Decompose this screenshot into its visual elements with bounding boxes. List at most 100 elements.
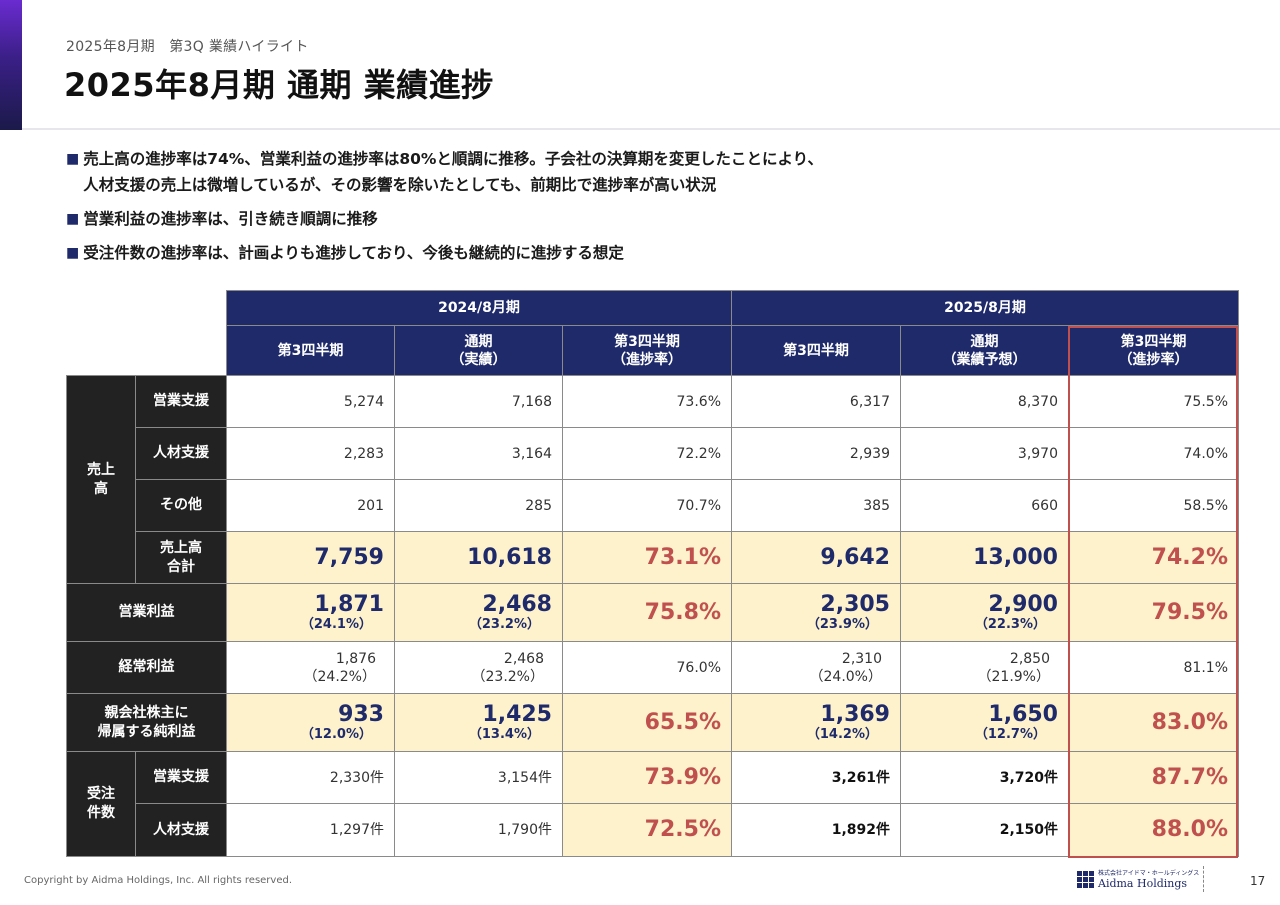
page-subtitle: 2025年8月期 第3Q 業績ハイライト — [66, 39, 309, 55]
table-row-sales-ops: 売上 高 営業支援 5,274 7,168 73.6% 6,317 8,370 … — [66, 375, 1239, 584]
cell-margin: （12.7%） — [974, 726, 1046, 742]
table-cell: 2,850 （21.9%） — [900, 641, 1069, 694]
cell-margin: （24.0%） — [809, 668, 882, 685]
table-cell: 3,720件 — [900, 751, 1069, 804]
table-cell: 74.0% — [1068, 427, 1239, 480]
table-cell: 79.5% — [1068, 583, 1239, 642]
cell-margin: （24.1%） — [300, 616, 372, 632]
col-header: 通期 （実績） — [394, 325, 563, 376]
cell-margin: （13.4%） — [468, 726, 540, 742]
footer-divider — [1203, 866, 1204, 892]
row-label: 人材支援 — [135, 803, 227, 857]
cell-margin: （23.2%） — [468, 616, 540, 632]
table-cell: 1,425 （13.4%） — [394, 693, 563, 752]
table-cell: 73.1% — [562, 531, 732, 584]
table-cell: 385 — [731, 479, 901, 532]
bullet-item: ■ 受注件数の進捗率は、計画よりも進捗しており、今後も継続的に進捗する想定 — [66, 240, 823, 266]
table-cell: 2,900 （22.3%） — [900, 583, 1069, 642]
bullet-square-icon: ■ — [66, 245, 80, 261]
cell-value: 1,871 — [314, 591, 384, 617]
row-label: 営業支援 — [135, 751, 227, 804]
table-cell: 7,168 — [394, 375, 563, 428]
table-cell: 1,297件 — [226, 803, 395, 857]
table-cell: 2,305 （23.9%） — [731, 583, 901, 642]
cell-margin: （12.0%） — [300, 726, 372, 742]
table-cell: 74.2% — [1068, 531, 1239, 584]
table-cell: 81.1% — [1068, 641, 1239, 694]
column-header-row: 第3四半期 通期 （実績） 第3四半期 （進捗率） 第3四半期 通期 （業績予想… — [66, 325, 1239, 376]
table-cell: 72.5% — [562, 803, 732, 857]
table-row-sales-other: その他 201 285 70.7% 385 660 58.5% — [67, 479, 1239, 532]
table-cell: 70.7% — [562, 479, 732, 532]
row-label: 営業支援 — [135, 375, 227, 428]
table-cell: 8,370 — [900, 375, 1069, 428]
table-row-sales-total: 売上高 合計 7,759 10,618 73.1% 9,642 13,000 7… — [67, 531, 1239, 584]
cell-margin: （23.9%） — [806, 616, 878, 632]
table-cell: 2,468 （23.2%） — [394, 583, 563, 642]
cell-margin: （21.9%） — [977, 668, 1050, 685]
cell-value: 1,876 — [335, 650, 376, 667]
table-cell: 1,369 （14.2%） — [731, 693, 901, 752]
table-cell: 73.9% — [562, 751, 732, 804]
logo-name: Aidma Holdings — [1098, 877, 1188, 890]
row-label: 営業利益 — [66, 583, 227, 642]
table-cell: 201 — [226, 479, 395, 532]
cell-value: 1,650 — [988, 701, 1058, 727]
table-cell: 65.5% — [562, 693, 732, 752]
row-label: 人材支援 — [135, 427, 227, 480]
bullet-line: 受注件数の進捗率は、計画よりも進捗しており、今後も継続的に進捗する想定 — [83, 244, 624, 262]
table-cell: 3,261件 — [731, 751, 901, 804]
logo-subtext: 株式会社アイドマ・ホールディングス — [1098, 870, 1200, 877]
table-cell: 1,790件 — [394, 803, 563, 857]
company-logo: 株式会社アイドマ・ホールディングス Aidma Holdings — [1077, 868, 1199, 890]
table-row-ord-income: 経常利益 1,876 （24.2%） 2,468 （23.2%） 76.0% 2,3… — [66, 641, 1239, 694]
table-cell: 88.0% — [1068, 803, 1239, 857]
table-cell: 2,150件 — [900, 803, 1069, 857]
copyright-text: Copyright by Aidma Holdings, Inc. All ri… — [24, 875, 293, 886]
cell-value: 933 — [338, 701, 384, 727]
cell-value: 1,425 — [482, 701, 552, 727]
table-row-op-income: 営業利益 1,871 （24.1%） 2,468 （23.2%） 75.8% 2,3… — [66, 583, 1239, 642]
cell-margin: （23.2%） — [471, 668, 544, 685]
table-cell: 660 — [900, 479, 1069, 532]
cell-margin: （24.2%） — [303, 668, 376, 685]
table-cell: 3,164 — [394, 427, 563, 480]
table-cell: 2,310 （24.0%） — [731, 641, 901, 694]
cell-value: 2,850 — [1009, 650, 1050, 667]
table-cell: 75.8% — [562, 583, 732, 642]
cell-value: 2,900 — [988, 591, 1058, 617]
table-cell: 72.2% — [562, 427, 732, 480]
table-row-net-income: 親会社株主に 帰属する純利益 933 （12.0%） 1,425 （13.4%） 6… — [66, 693, 1239, 752]
bullet-item: ■ 売上高の進捗率は74%、営業利益の進捗率は80%と順調に推移。子会社の決算期… — [66, 146, 823, 198]
table-cell: 58.5% — [1068, 479, 1239, 532]
row-label: その他 — [135, 479, 227, 532]
row-label: 経常利益 — [66, 641, 227, 694]
table-cell: 933 （12.0%） — [226, 693, 395, 752]
table-cell: 83.0% — [1068, 693, 1239, 752]
table-cell: 87.7% — [1068, 751, 1239, 804]
table-cell: 3,154件 — [394, 751, 563, 804]
period-2025: 2025/8月期 — [731, 290, 1239, 326]
page-number: 17 — [1250, 874, 1266, 888]
table-cell: 6,317 — [731, 375, 901, 428]
bullet-list: ■ 売上高の進捗率は74%、営業利益の進捗率は80%と順調に推移。子会社の決算期… — [66, 146, 823, 274]
group-label-orders: 受注 件数 — [66, 751, 136, 857]
table-cell: 73.6% — [562, 375, 732, 428]
table-cell: 75.5% — [1068, 375, 1239, 428]
group-label-sales: 売上 高 — [66, 375, 136, 584]
period-header-row: 2024/8月期 2025/8月期 — [66, 290, 1239, 326]
results-table: 2024/8月期 2025/8月期 第3四半期 通期 （実績） 第3四半期 （進… — [66, 290, 1239, 857]
header-divider — [22, 128, 1280, 130]
table-cell: 285 — [394, 479, 563, 532]
bullet-square-icon: ■ — [66, 151, 80, 167]
table-row-orders-ops: 受注 件数 営業支援 2,330件 3,154件 73.9% 3,261件 3,… — [66, 751, 1239, 857]
table-cell: 2,468 （23.2%） — [394, 641, 563, 694]
cell-value: 2,305 — [820, 591, 890, 617]
cell-value: 1,369 — [820, 701, 890, 727]
table-cell: 1,871 （24.1%） — [226, 583, 395, 642]
table-cell: 9,642 — [731, 531, 901, 584]
table-cell: 1,876 （24.2%） — [226, 641, 395, 694]
bullet-line: 人材支援の売上は微増しているが、その影響を除いたとしても、前期比で進捗率が高い状… — [83, 176, 717, 194]
table-cell: 7,759 — [226, 531, 395, 584]
bullet-line: 売上高の進捗率は74%、営業利益の進捗率は80%と順調に推移。子会社の決算期を変… — [83, 150, 824, 168]
